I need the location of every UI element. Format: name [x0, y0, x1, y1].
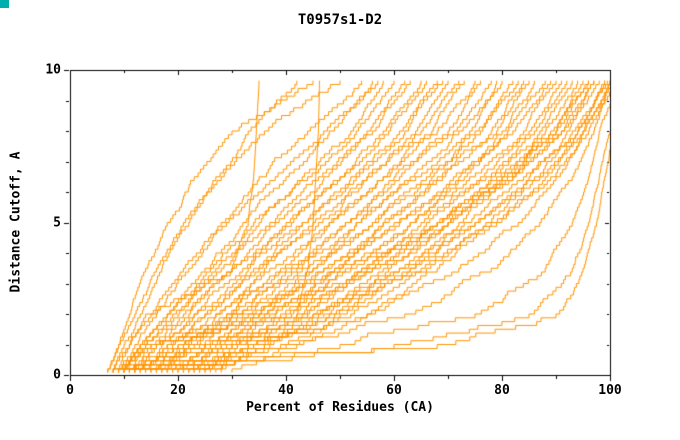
x-tick-label: 80: [494, 383, 510, 398]
y-tick-label: 10: [45, 62, 61, 78]
x-tick-label: 0: [66, 383, 74, 398]
x-axis-label: Percent of Residues (CA): [246, 400, 434, 415]
x-tick-label: 40: [278, 383, 294, 398]
x-tick-label: 100: [598, 383, 622, 398]
y-tick-label: 0: [53, 367, 61, 383]
corner-marker: [0, 0, 9, 8]
x-tick-label: 20: [170, 383, 186, 398]
y-axis-label: Distance Cutoff, A: [8, 151, 24, 293]
chart-title: T0957s1-D2: [297, 12, 383, 28]
x-tick-label: 60: [386, 383, 402, 398]
y-tick-label: 5: [53, 215, 61, 230]
